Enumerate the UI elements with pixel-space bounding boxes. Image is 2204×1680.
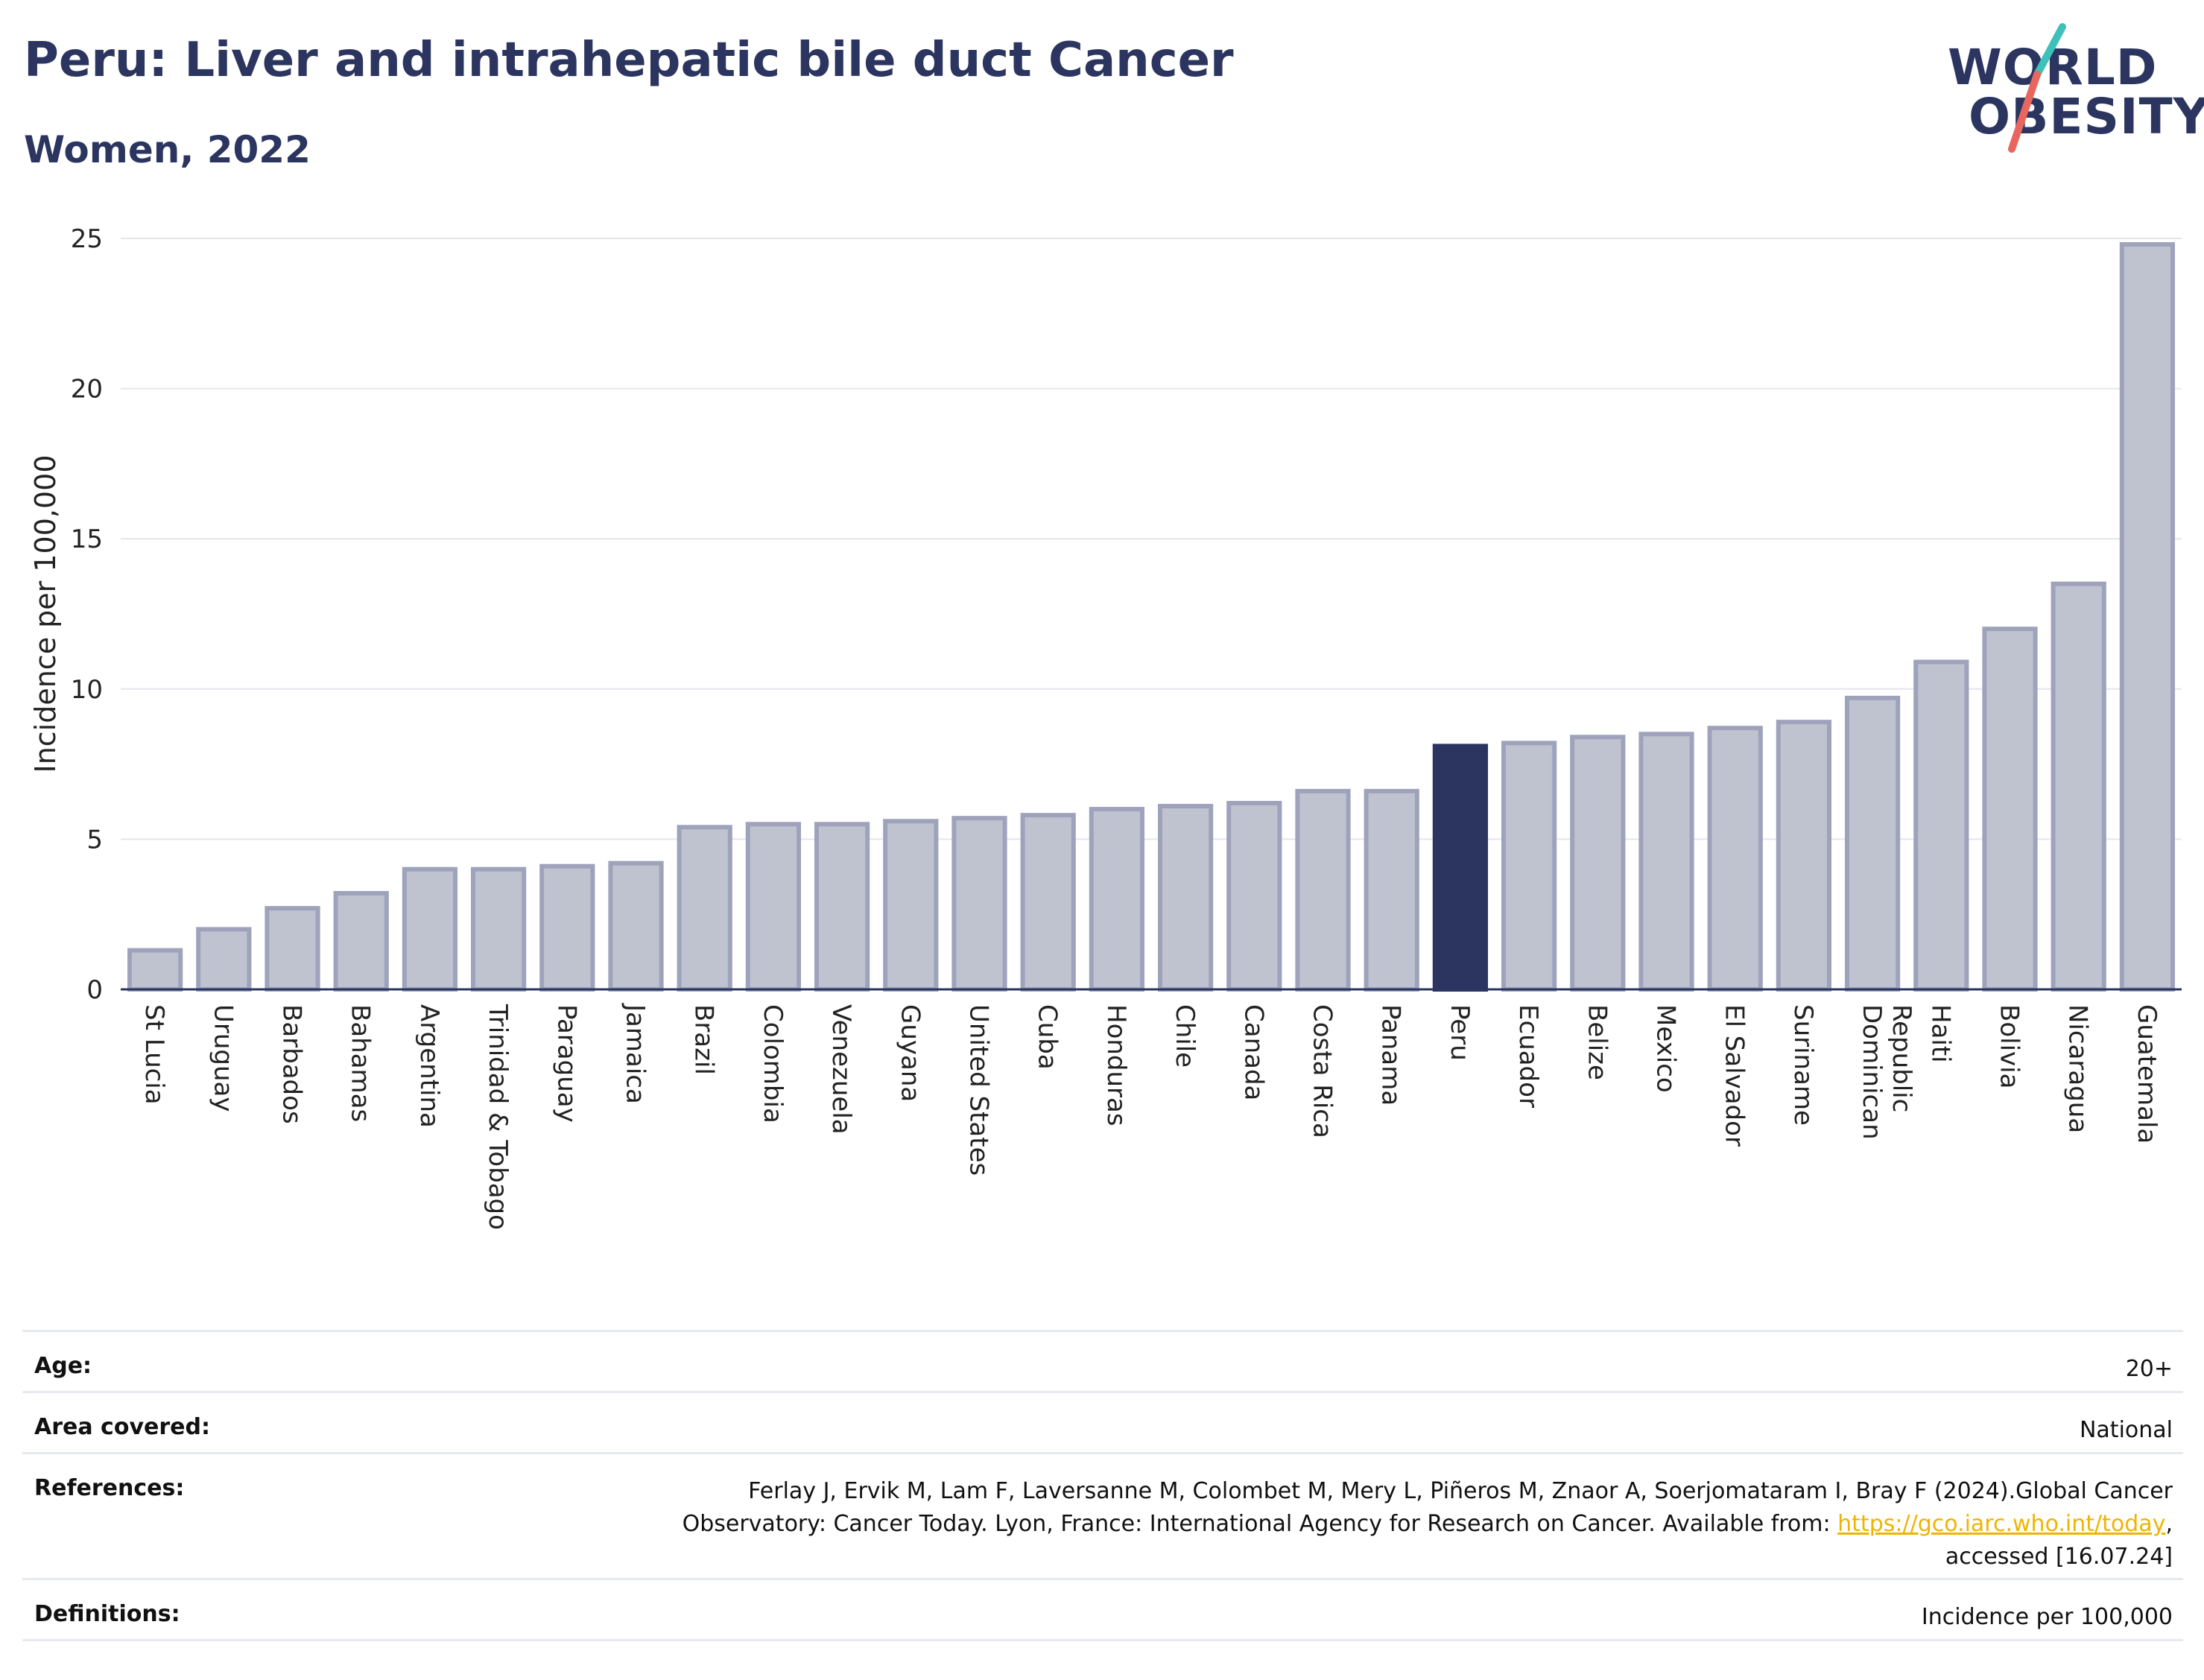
bar-bolivia [1982,627,2038,992]
x-tick-label: United States [964,1004,994,1176]
bar-bahamas [333,890,389,992]
references-line-2: Observatory: Cancer Today. Lyon, France:… [683,1508,2173,1541]
y-axis-title: Incidence per 100,000 [29,454,62,773]
logo-slash-icon [2008,23,2066,153]
references-line-3: accessed [16.07.24] [1945,1544,2173,1570]
y-tick-label: 5 [86,825,103,855]
bar-trinidad-tobago [470,866,527,992]
bar-chile [1157,804,1214,992]
x-tick-label: Bahamas [346,1004,376,1122]
bar-costa-rica [1295,788,1351,992]
x-tick-label: Dominican [1857,1004,1887,1140]
x-tick-label: Uruguay [208,1004,238,1112]
x-tick-label: Paraguay [551,1004,581,1123]
bar-mexico [1638,732,1694,992]
x-tick-label: Canada [1238,1004,1268,1100]
x-tick-label: Colombia [758,1004,788,1123]
bar-nicaragua [2051,581,2106,992]
bar-brazil [677,825,732,992]
meta-age-value: 20+ [2125,1356,2173,1382]
meta-definitions-label: Definitions: [34,1601,180,1627]
bar-jamaica [608,860,664,992]
bar-paraguay [539,863,595,992]
references-link[interactable]: https://gco.iarc.who.int/today [1837,1511,2166,1537]
bar-peru [1432,744,1489,992]
bar-united-states [951,816,1007,992]
bar-barbados [265,906,320,992]
y-tick-label: 15 [71,524,103,554]
x-tick-label: Argentina [414,1004,444,1128]
x-tick-label: Haiti [1925,1004,1955,1063]
bar-cuba [1020,813,1076,992]
x-tick-label: Panama [1376,1004,1406,1106]
bar-suriname [1776,720,1832,992]
meta-definitions-value: Incidence per 100,000 [1921,1604,2173,1630]
x-tick-label: Republic [1887,1004,1916,1112]
world-obesity-logo: WORLD OBESITY [1937,22,2204,156]
x-tick-label: Chile [1170,1004,1200,1068]
bar-canada [1226,801,1282,992]
bar-venezuela [814,822,870,992]
bar-guatemala [2119,242,2176,992]
meta-area-value: National [2079,1417,2173,1443]
meta-divider [22,1639,2183,1641]
bar-chart: 0 5 10 15 20 25 Incidence per 100,000 St Lucia U… [29,224,2182,1230]
meta-row-age: Age: 20+ [22,1330,2183,1392]
bar-haiti [1913,659,1969,992]
logo-line-2: OBESITY [1969,88,2204,145]
meta-area-label: Area covered: [34,1414,210,1440]
x-tick-label: Belize [1582,1004,1612,1080]
meta-row-area: Area covered: National [22,1391,2183,1453]
x-tick-label: Ecuador [1513,1004,1543,1108]
bar-panama [1364,788,1419,992]
x-tick-label: Nicaragua [2063,1004,2093,1133]
references-line-2-text: Observatory: Cancer Today. Lyon, France:… [682,1511,1838,1537]
x-tick-label: Cuba [1033,1004,1063,1070]
page-title: Peru: Liver and intrahepatic bile duct C… [24,33,1234,88]
x-tick-label: Costa Rica [1308,1004,1337,1138]
meta-row-definitions: Definitions: Incidence per 100,000 [22,1578,2183,1640]
x-tick-label: Bolivia [1995,1004,2024,1088]
x-tick-label: Brazil [689,1004,719,1075]
bar-colombia [745,822,802,992]
y-tick-label: 10 [71,675,103,705]
meta-age-label: Age: [34,1353,92,1379]
meta-references-label: References: [34,1475,185,1501]
bar-ecuador [1501,741,1557,992]
x-tick-label: Barbados [277,1004,307,1124]
bar-uruguay [196,927,252,992]
x-tick-label: St Lucia [139,1004,169,1105]
page-subtitle: Women, 2022 [24,128,311,171]
x-tick-label: Peru [1445,1004,1475,1061]
bar-honduras [1089,807,1145,992]
y-tick-label: 20 [71,375,103,405]
bar-argentina [402,866,458,992]
x-tick-label: El Salvador [1720,1004,1749,1147]
x-tick-label: Venezuela [826,1004,856,1135]
x-tick-label: Guatemala [2132,1004,2162,1144]
x-tick-label: Trinidad & Tobago [483,1004,513,1230]
meta-references-value: Ferlay J, Ervik M, Lam F, Laversanne M, … [683,1475,2173,1573]
x-tick-label: Guyana [895,1004,925,1102]
bar-st-lucia [127,948,183,992]
references-line-1: Ferlay J, Ervik M, Lam F, Laversanne M, … [748,1478,2173,1504]
bar-belize [1570,735,1626,992]
y-tick-label: 0 [86,975,103,1005]
x-tick-label: Mexico [1651,1004,1681,1093]
y-tick-label: 25 [71,224,103,254]
meta-row-references: References: Ferlay J, Ervik M, Lam F, La… [22,1452,2183,1579]
x-tick-label: Honduras [1101,1004,1131,1126]
bar-guyana [883,819,939,992]
x-tick-label: Jamaica [621,1003,650,1104]
bar-el-salvador [1707,726,1763,992]
x-tick-label: Suriname [1788,1004,1818,1126]
bar-dominican-republic [1844,695,1901,992]
references-line-2-suffix: , [2165,1511,2173,1537]
